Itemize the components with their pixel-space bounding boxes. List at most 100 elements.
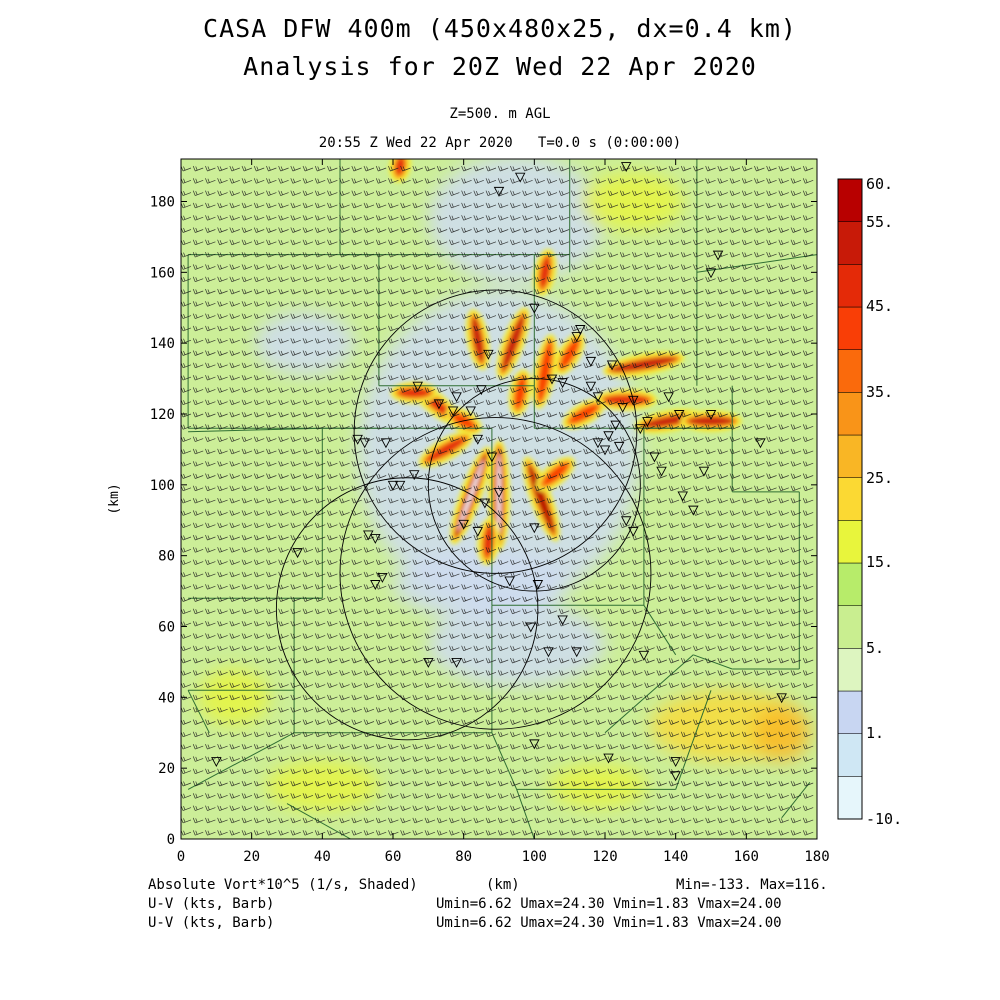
radar-site-marker <box>451 657 462 668</box>
radar-site-marker <box>603 753 614 764</box>
radar-site-marker <box>613 441 625 452</box>
county-line <box>604 654 694 734</box>
colorbar-swatch <box>837 349 863 393</box>
radar-site-marker <box>363 530 374 541</box>
radar-site-marker <box>529 523 540 534</box>
colorbar-swatch <box>837 306 863 350</box>
radar-site-marker <box>292 548 303 559</box>
wind-range-1: Umin=6.62 Umax=24.30 Vmin=1.83 Vmax=24.0… <box>436 896 782 912</box>
y-tick-label: 0 <box>167 832 175 848</box>
band-core <box>538 342 552 401</box>
radar-site-marker <box>592 392 604 403</box>
band-core <box>515 377 525 409</box>
y-tick-label: 100 <box>150 478 175 494</box>
colorbar-frame <box>837 178 863 820</box>
vorticity-band <box>390 381 438 404</box>
field-label-wind-2: U-V (kts, Barb) <box>148 915 275 931</box>
radar-site-marker <box>617 402 628 413</box>
x-tick-label: 40 <box>314 849 331 865</box>
y-tick-label: 60 <box>158 620 175 636</box>
y-tick-label: 40 <box>158 690 175 706</box>
radar-site-marker <box>423 657 434 668</box>
colorbar-swatch <box>837 776 863 820</box>
vorticity-band <box>488 439 510 551</box>
radar-site-marker <box>529 303 540 314</box>
y-tick-label: 140 <box>150 336 175 352</box>
wind-barb-field <box>181 165 814 836</box>
radar-site-marker <box>635 424 646 435</box>
county-line <box>693 654 733 670</box>
x-tick-label: 100 <box>522 849 547 865</box>
radar-site-marker <box>447 406 459 417</box>
colorbar-swatch <box>837 520 863 564</box>
radar-site-marker <box>493 487 505 498</box>
county-line <box>675 690 712 790</box>
vorticity-band <box>418 431 474 468</box>
radar-site-marker <box>620 516 632 527</box>
colorbar-label: 5. <box>866 639 884 657</box>
radar-site-marker <box>359 438 370 449</box>
x-tick-label: 80 <box>455 849 472 865</box>
radar-site-marker <box>698 466 710 477</box>
band-core <box>528 464 555 534</box>
main-title: CASA DFW 400m (450x480x25, dx=0.4 km) <box>203 14 797 43</box>
radar-site-marker <box>377 572 388 583</box>
colorbar-label: 25. <box>866 469 893 487</box>
radar-site-marker <box>776 693 787 704</box>
county-line <box>696 254 817 273</box>
vorticity-band <box>532 334 558 409</box>
radar-site-marker <box>592 438 604 449</box>
radar-site-marker <box>493 186 505 197</box>
radar-site-marker <box>557 615 568 626</box>
county-line <box>188 427 323 433</box>
radar-site-marker <box>451 392 462 403</box>
colorbar-label: 35. <box>866 383 893 401</box>
y-tick-label: 160 <box>150 265 175 281</box>
wind-barbs <box>181 165 814 836</box>
y-axis-label: (km) <box>107 483 122 514</box>
radar-site-marker <box>486 452 498 463</box>
colorbar: -10. 1. 5. 15. 25. 35. 45. 55. 60. <box>837 175 902 828</box>
y-tick-label: 80 <box>158 549 175 565</box>
x-tick-label: 160 <box>734 849 759 865</box>
low-vorticity-area <box>428 601 605 687</box>
radar-site-marker <box>663 392 674 403</box>
colorbar-swatch <box>837 648 863 692</box>
radar-site-marker <box>394 480 406 491</box>
radar-site-marker <box>585 381 597 392</box>
radar-site-marker <box>211 757 222 768</box>
radar-site-marker <box>628 395 639 406</box>
radar-site-marker <box>370 534 381 544</box>
moderate-vorticity-area <box>198 669 270 726</box>
radar-site-marker <box>532 580 544 590</box>
radar-site-marker <box>479 498 491 509</box>
field-label-vorticity: Absolute Vort*10^5 (1/s, Shaded) <box>148 877 418 893</box>
radar-site-marker <box>514 172 526 183</box>
colorbar-label: 60. <box>866 175 893 193</box>
band-core <box>398 388 430 397</box>
colorbar-swatch <box>837 690 863 734</box>
colorbar-label: 45. <box>866 297 893 315</box>
radar-site-marker <box>472 526 484 537</box>
band-core <box>484 525 493 558</box>
radar-sites <box>211 162 787 782</box>
radar-site-marker <box>504 576 515 587</box>
county-line <box>643 605 677 656</box>
radar-site-marker <box>638 650 650 661</box>
vorticity-band <box>562 398 606 430</box>
plot-frame <box>180 158 818 840</box>
radar-site-marker <box>712 250 724 261</box>
colorbar-swatch <box>837 733 863 777</box>
radar-site-marker <box>670 757 681 768</box>
radar-site-marker <box>352 434 363 445</box>
vorticity-band <box>536 456 575 492</box>
radar-site-marker <box>670 771 681 782</box>
radar-site-marker <box>525 622 537 633</box>
colorbar-label: -10. <box>866 810 902 828</box>
plot-area <box>181 159 817 839</box>
radar-site-marker <box>543 647 554 658</box>
colorbar-label: 1. <box>866 724 884 742</box>
radar-site-marker <box>755 438 766 449</box>
x-tick-label: 20 <box>243 849 260 865</box>
radar-site-marker <box>433 399 445 410</box>
